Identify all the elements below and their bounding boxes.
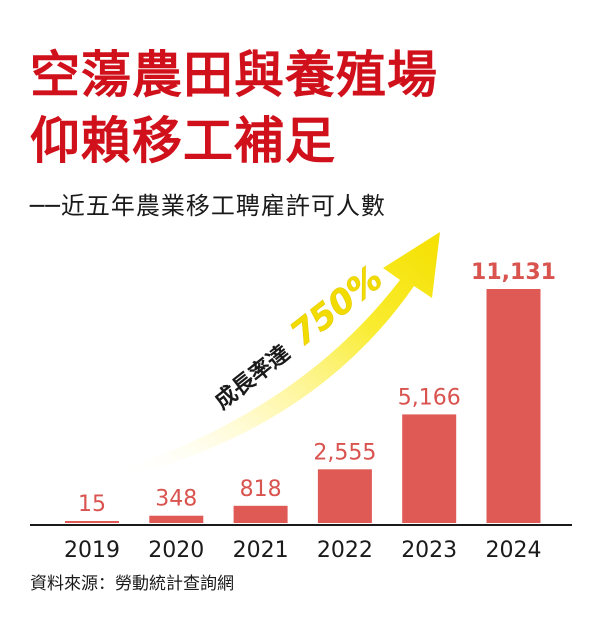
value-label-2023: 5,166: [398, 385, 461, 410]
growth-annotation-value: 750%: [283, 258, 390, 354]
bar-2022: [317, 469, 372, 523]
chart-title-line-2: 仰賴移工補足: [30, 111, 336, 170]
value-label-2019: 15: [78, 492, 106, 517]
value-label-2024: 11,131: [471, 260, 556, 285]
x-tick-label-2019: 2019: [64, 538, 120, 563]
data-source-note: 資料來源：勞動統計查詢網: [30, 574, 234, 594]
chart-title-line-1: 空蕩農田與養殖場: [30, 45, 438, 104]
bar-2024: [486, 289, 541, 523]
growth-arrow: [120, 232, 440, 478]
value-label-2022: 2,555: [313, 440, 376, 465]
x-tick-label-2020: 2020: [148, 538, 204, 563]
bar-2020: [149, 515, 204, 523]
x-tick-label-2021: 2021: [233, 538, 289, 563]
bar-2023: [402, 414, 457, 523]
bar-2021: [233, 505, 288, 523]
x-tick-label-2024: 2024: [486, 538, 542, 563]
x-tick-label-2022: 2022: [317, 538, 373, 563]
value-label-2021: 818: [240, 477, 282, 502]
x-tick-label-2023: 2023: [401, 538, 457, 563]
chart-subtitle: ──近五年農業移工聘雇許可人數: [30, 192, 386, 220]
bar-2019: [65, 521, 119, 523]
value-label-2020: 348: [155, 487, 197, 512]
